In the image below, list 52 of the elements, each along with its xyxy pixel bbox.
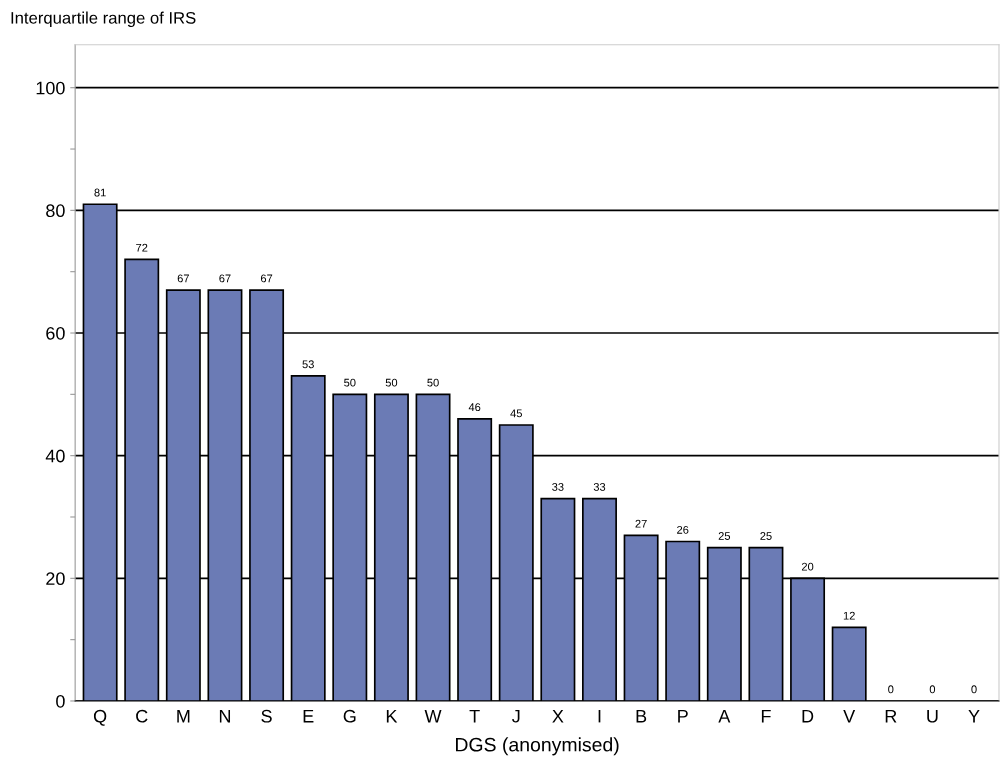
data-label: 20 — [801, 562, 814, 571]
y-tick-label: 80 — [46, 204, 65, 218]
x-tick-label: J — [512, 709, 520, 723]
y-tick-label: 60 — [46, 326, 65, 340]
data-label: 46 — [468, 403, 481, 412]
data-label: 33 — [552, 482, 564, 491]
data-label: 25 — [718, 532, 731, 540]
data-label: 0 — [888, 685, 894, 694]
data-label: 0 — [971, 685, 977, 694]
data-label: 81 — [94, 188, 106, 197]
data-label: 0 — [929, 685, 936, 694]
data-label: 67 — [177, 274, 189, 283]
x-tick-label: B — [636, 709, 647, 723]
y-tick-label: 20 — [46, 572, 65, 586]
x-axis-title: DGS (anonymised) — [456, 737, 619, 756]
data-label: 25 — [760, 532, 772, 540]
data-label: 53 — [302, 360, 314, 369]
data-label: 67 — [260, 274, 273, 283]
data-label: 26 — [677, 525, 689, 534]
y-axis-title: Interquartile range of IRS — [11, 11, 196, 28]
x-tick-label: M — [177, 709, 190, 723]
data-label: 50 — [427, 378, 439, 387]
x-tick-label: R — [885, 709, 897, 723]
x-tick-label: S — [261, 709, 272, 723]
x-tick-label: W — [424, 709, 442, 723]
data-label: 27 — [635, 519, 647, 528]
x-tick-label: V — [843, 709, 856, 723]
y-tick-label: 100 — [36, 81, 65, 95]
x-tick-label: X — [552, 709, 564, 723]
data-label: 50 — [385, 378, 398, 387]
x-tick-label: P — [678, 709, 688, 723]
data-label: 45 — [510, 409, 522, 418]
x-tick-label: E — [303, 709, 314, 723]
y-tick-label: 40 — [45, 449, 65, 463]
x-tick-label: Y — [968, 709, 980, 723]
x-tick-label: I — [598, 709, 601, 723]
x-tick-label: D — [802, 709, 814, 723]
x-tick-label: F — [761, 709, 771, 723]
data-label: 50 — [344, 378, 356, 387]
x-tick-label: N — [219, 709, 231, 723]
data-label: 12 — [843, 611, 855, 620]
x-tick-label: U — [927, 709, 938, 723]
x-tick-label: Q — [93, 709, 107, 726]
x-tick-label: A — [718, 709, 731, 723]
x-tick-label: T — [469, 709, 480, 723]
data-label: 33 — [593, 482, 606, 491]
x-tick-label: G — [343, 709, 356, 723]
data-label: 67 — [219, 274, 231, 283]
x-tick-label: K — [386, 709, 398, 723]
x-tick-label: C — [136, 709, 148, 723]
data-label: 72 — [136, 243, 148, 252]
y-tick-label: 0 — [56, 694, 65, 708]
